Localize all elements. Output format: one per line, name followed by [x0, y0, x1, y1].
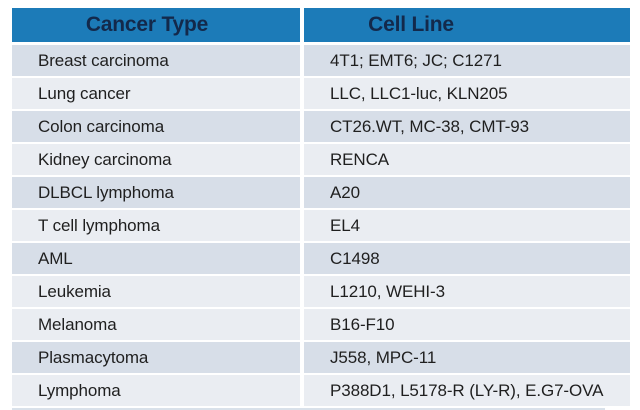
- cancer-type-cell: Kidney carcinoma: [12, 144, 300, 175]
- table-row: AML C1498: [12, 243, 630, 274]
- column-divider: [300, 309, 304, 340]
- cell-line-cell: 4T1; EMT6; JC; C1271: [304, 45, 630, 76]
- cell-line-cell: J558, MPC-11: [304, 342, 630, 373]
- cell-line-cell: C1498: [304, 243, 630, 274]
- cell-line-cell: CT26.WT, MC-38, CMT-93: [304, 111, 630, 142]
- cancer-type-cell: Plasmacytoma: [12, 342, 300, 373]
- column-divider: [300, 210, 304, 241]
- table-row: T cell lymphoma EL4: [12, 210, 630, 241]
- table-row: Leukemia L1210, WEHI-3: [12, 276, 630, 307]
- table-row: Plasmacytoma J558, MPC-11: [12, 342, 630, 373]
- cancer-type-header-label: Cancer Type: [85, 13, 209, 36]
- column-divider: [300, 78, 304, 109]
- table-row: Lung cancer LLC, LLC1-luc, KLN205: [12, 78, 630, 109]
- column-divider: [300, 111, 304, 142]
- column-divider: [300, 342, 304, 373]
- table-row: Lymphoma P388D1, L5178-R (LY-R), E.G7-OV…: [12, 375, 630, 406]
- cancer-type-cell: Breast carcinoma: [12, 45, 300, 76]
- cell-line-cell: P388D1, L5178-R (LY-R), E.G7-OVA: [304, 375, 630, 406]
- table-header-row: Cancer Type Cell Line: [12, 8, 630, 42]
- cancer-type-cell: Lymphoma: [12, 375, 300, 406]
- table-row: DLBCL lymphoma A20: [12, 177, 630, 208]
- cell-line-cell: RENCA: [304, 144, 630, 175]
- cancer-type-cell: Colon carcinoma: [12, 111, 300, 142]
- cancer-type-cell: DLBCL lymphoma: [12, 177, 300, 208]
- column-divider: [300, 243, 304, 274]
- cell-line-cell: A20: [304, 177, 630, 208]
- cell-line-header-label: Cell Line: [368, 13, 454, 36]
- cell-line-header-cell: Cell Line: [304, 8, 630, 42]
- column-divider: [300, 144, 304, 175]
- cancer-type-cell: Melanoma: [12, 309, 300, 340]
- cell-line-cell: EL4: [304, 210, 630, 241]
- table-row: Kidney carcinoma RENCA: [12, 144, 630, 175]
- cancer-type-cell: T cell lymphoma: [12, 210, 300, 241]
- table-row: Breast carcinoma 4T1; EMT6; JC; C1271: [12, 45, 630, 76]
- column-divider: [300, 177, 304, 208]
- cancer-type-header-cell: Cancer Type: [12, 8, 300, 42]
- cancer-cell-line-table: Cancer Type Cell Line Breast carcinoma 4…: [12, 8, 630, 410]
- cell-line-cell: LLC, LLC1-luc, KLN205: [304, 78, 630, 109]
- cancer-type-cell: Leukemia: [12, 276, 300, 307]
- cancer-type-cell: Lung cancer: [12, 78, 300, 109]
- column-divider: [300, 45, 304, 76]
- cell-line-cell: L1210, WEHI-3: [304, 276, 630, 307]
- column-divider: [300, 375, 304, 406]
- column-divider: [300, 8, 304, 42]
- cell-line-cell: B16-F10: [304, 309, 630, 340]
- column-divider: [300, 276, 304, 307]
- table-row: Melanoma B16-F10: [12, 309, 630, 340]
- table-row: Colon carcinoma CT26.WT, MC-38, CMT-93: [12, 111, 630, 142]
- cancer-type-cell: AML: [12, 243, 300, 274]
